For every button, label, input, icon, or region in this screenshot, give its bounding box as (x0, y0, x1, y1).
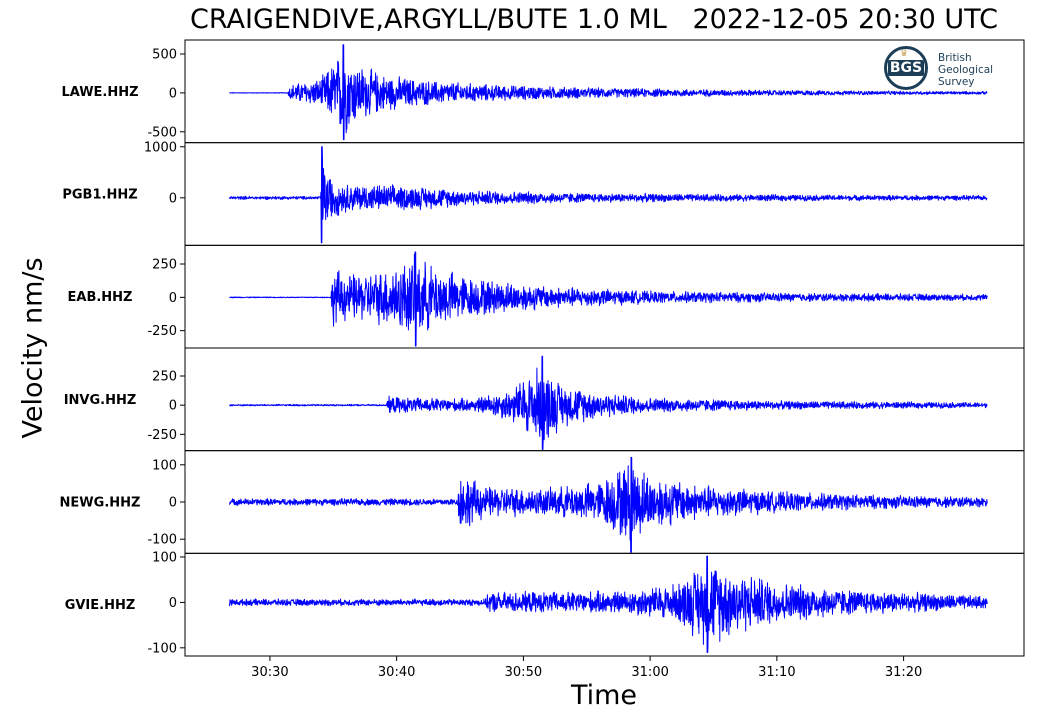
y-tick-label: -100 (147, 641, 177, 656)
x-tick-label: 31:10 (758, 665, 795, 680)
y-tick-label: 250 (152, 370, 177, 385)
trace-panel: 100 0 -100 GVIE.HHZ (65, 550, 1025, 657)
chart-title: CRAIGENDIVE,ARGYLL/BUTE 1.0 ML 2022-12-0… (190, 4, 998, 35)
station-label: PGB1.HHZ (62, 188, 137, 203)
station-label: GVIE.HHZ (65, 598, 136, 613)
station-label: INVG.HHZ (64, 393, 137, 408)
panel-frame (184, 347, 1025, 452)
seismogram-trace (229, 355, 988, 450)
panel-frame (184, 142, 1025, 246)
y-tick-label: 0 (169, 86, 177, 101)
seismogram-trace (228, 456, 988, 553)
logo-org-line: Geological (938, 64, 994, 76)
y-tick-label: -250 (147, 428, 177, 443)
seismogram-trace (228, 146, 988, 244)
y-tick-label: 1000 (144, 140, 177, 155)
trace-panel: 250 0 -250 INVG.HHZ (64, 347, 1025, 452)
station-label: LAWE.HHZ (61, 85, 138, 100)
trace-panel: 250 0 -250 EAB.HHZ (68, 244, 1025, 349)
crown-icon: ♛ (900, 49, 909, 59)
y-tick-label: 500 (152, 48, 177, 63)
x-tick-label: 30:30 (251, 665, 288, 680)
y-tick-label: 100 (152, 550, 177, 565)
trace-panel: 1000 0 PGB1.HHZ (62, 140, 1025, 246)
logo-org-name: British Geological Survey (938, 52, 993, 88)
trace-panel: 500 0 -500 LAWE.HHZ (61, 39, 1025, 144)
y-tick-label: 0 (169, 496, 177, 511)
bgs-logo: ♛ BGS British Geological Survey (884, 46, 1014, 98)
y-tick-label: 100 (152, 458, 177, 473)
x-tick-label: 31:20 (885, 665, 922, 680)
y-tick-label: -500 (147, 125, 177, 140)
seismogram-trace (228, 555, 988, 653)
logo-org-line: Survey (938, 76, 975, 88)
panel-frame (184, 552, 1025, 657)
seismogram-trace (229, 251, 988, 347)
seismogram-trace (229, 44, 988, 141)
x-axis-label: Time (570, 680, 638, 711)
y-tick-label: 0 (169, 191, 177, 206)
x-tick-label: 30:50 (505, 665, 542, 680)
logo-org-line: British (938, 52, 972, 64)
y-tick-label: 0 (169, 399, 177, 414)
station-label: EAB.HHZ (68, 290, 133, 305)
y-tick-label: -250 (147, 324, 177, 339)
y-tick-label: 0 (169, 291, 177, 306)
y-tick-label: 0 (169, 596, 177, 611)
station-label: NEWG.HHZ (60, 496, 141, 511)
y-tick-label: -100 (147, 533, 177, 548)
y-tick-label: 250 (152, 258, 177, 273)
trace-panel: 100 0 -100 NEWG.HHZ (60, 450, 1025, 554)
x-tick-label: 30:40 (378, 665, 415, 680)
logo-mark: BGS (888, 60, 924, 76)
x-tick-label: 31:00 (631, 665, 668, 680)
